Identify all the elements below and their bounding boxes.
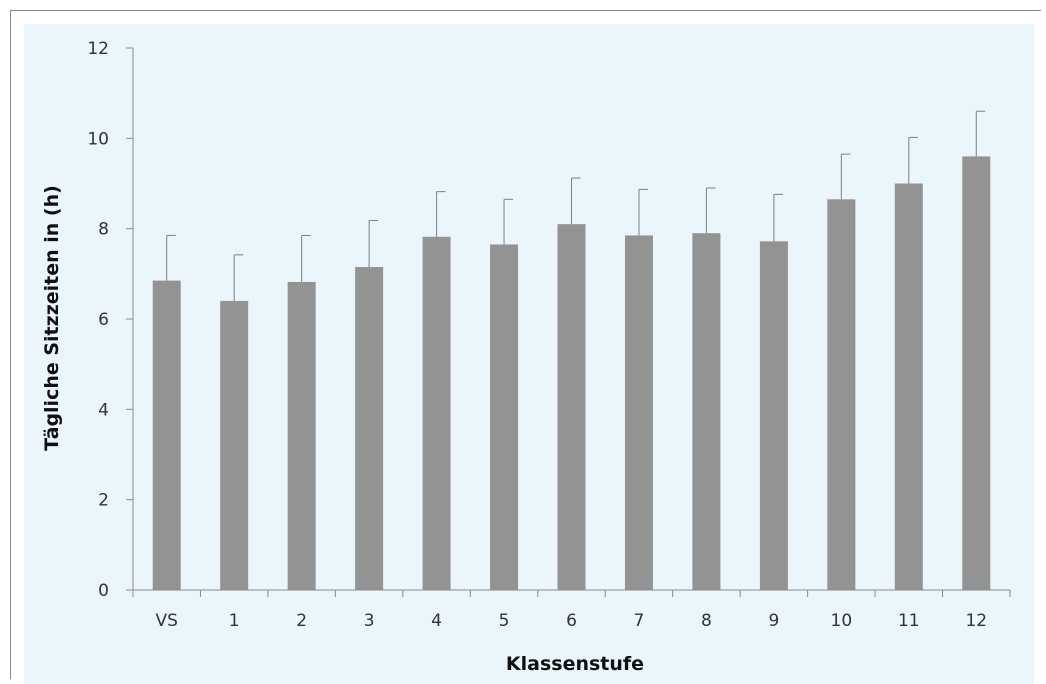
bar-4 (422, 236, 451, 590)
x-tick-label: 7 (634, 611, 645, 631)
x-tick-label: 5 (499, 611, 510, 631)
y-tick-label: 4 (98, 400, 109, 420)
x-tick-label: 2 (296, 611, 307, 631)
x-tick-label: 6 (566, 611, 577, 631)
y-tick-label: 10 (87, 129, 109, 149)
y-tick-label: 2 (98, 491, 109, 511)
bar-VS (152, 280, 181, 590)
y-tick-label: 8 (98, 220, 109, 240)
x-tick-label: 12 (965, 611, 987, 631)
bar-12 (962, 156, 991, 590)
bar-7 (624, 235, 653, 591)
y-tick-label: 6 (98, 310, 109, 330)
bar-11 (894, 183, 923, 590)
bar-1 (220, 300, 249, 590)
bar-6 (557, 224, 586, 590)
chart-background (24, 24, 1034, 684)
x-tick-label: 4 (431, 611, 442, 631)
y-ticks-group: 0 2 4 6 8 10 12 (87, 39, 133, 601)
x-tick-label: 11 (898, 611, 920, 631)
bar-9 (759, 241, 788, 590)
x-tick-label: VS (156, 611, 178, 631)
y-tick-label: 12 (87, 39, 109, 59)
y-tick-label: 0 (98, 581, 109, 601)
bar-8 (692, 233, 721, 590)
x-tick-label: 1 (229, 611, 240, 631)
x-tick-label: 9 (768, 611, 779, 631)
x-ticks-group: VS 1 2 3 4 5 6 7 8 9 10 11 12 (132, 590, 1011, 631)
bar-3 (355, 267, 384, 590)
bar-10 (827, 199, 856, 590)
x-axis-title: Klassenstufe (506, 653, 644, 675)
error-bars-group (166, 110, 986, 301)
x-tick-label: 3 (364, 611, 375, 631)
bar-5 (490, 244, 519, 590)
bar-2 (287, 281, 316, 590)
bars-group (152, 156, 991, 591)
x-tick-label: 8 (701, 611, 712, 631)
y-axis-title: Tägliche Sitzzeiten in (h) (41, 185, 63, 451)
x-tick-label: 10 (831, 611, 853, 631)
